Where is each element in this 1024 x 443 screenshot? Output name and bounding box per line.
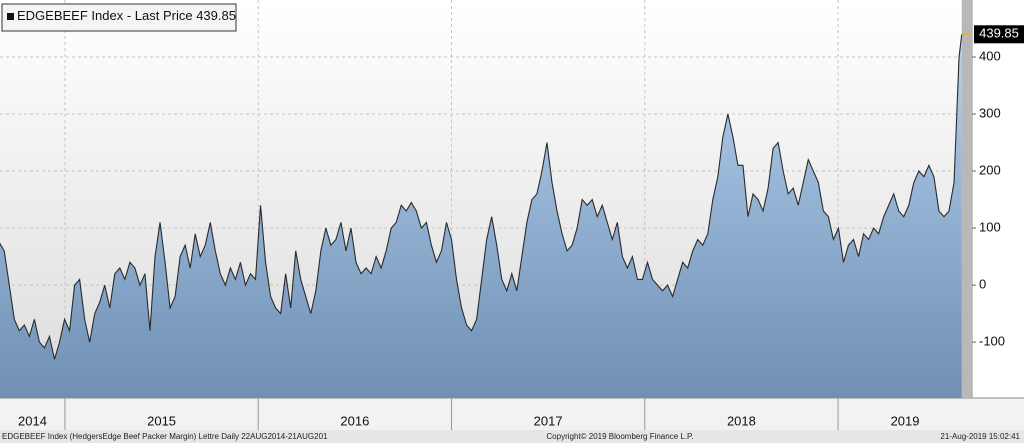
y-tick-label: 200 [979,162,1001,177]
area [0,34,962,398]
legend-value: 439.85 [196,8,236,23]
legend-text: EDGEBEEF Index - Last Price 439.85 [17,8,236,23]
line [0,34,963,360]
future-band [961,0,972,398]
footer-left: EDGEBEEF Index (HedgersEdge Beef Packer … [2,432,328,441]
x-tick-label: 2016 [340,413,369,428]
last-price-box [974,25,1024,44]
x-tick-label: 2014 [18,413,47,428]
last-price-label: 439.85 [979,26,1019,41]
x-axis-band [0,398,1024,430]
x-tick-label: 2015 [147,413,176,428]
footer-center: Copyright© 2019 Bloomberg Finance L.P. [546,432,693,441]
legend: EDGEBEEF Index - Last Price 439.85 [1,3,237,32]
x-tick-label: 2017 [534,413,563,428]
x-tick-label: 2018 [727,413,756,428]
plot-layer [0,0,972,398]
y-tick-label: 300 [979,105,1001,120]
legend-swatch [7,13,14,20]
y-tick-label: 100 [979,220,1001,235]
footer-band [0,430,1024,443]
x-tick-label: 2019 [891,413,920,428]
legend-name: EDGEBEEF Index - Last Price [17,8,193,23]
footer-right: 21-Aug-2019 15:02:41 [940,432,1020,441]
y-tick-label: -100 [979,334,1005,349]
axis-panel [972,0,1024,398]
y-tick-label: 400 [979,48,1001,63]
legend-box [1,3,237,32]
y-tick-label: 0 [979,277,986,292]
